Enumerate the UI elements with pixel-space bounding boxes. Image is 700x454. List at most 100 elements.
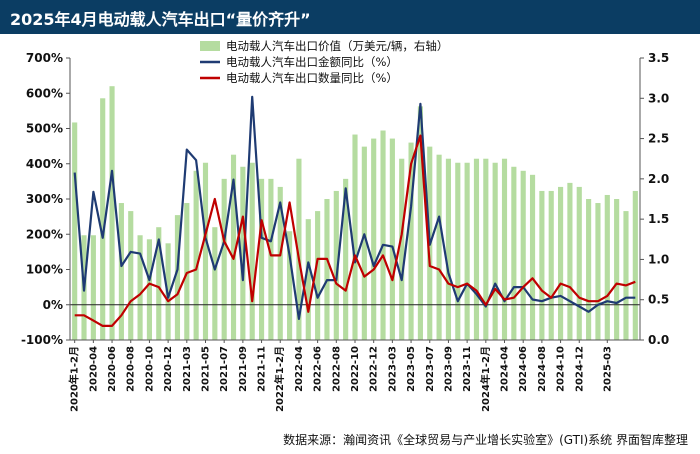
x-tick-label: 2020-06 (107, 346, 118, 392)
line-series (73, 95, 636, 327)
bar (417, 106, 423, 340)
x-tick-label: 2021-09 (238, 346, 249, 392)
amount-yoy-line (73, 95, 636, 320)
legend-label: 电动载人汽车出口数量同比（%） (226, 71, 398, 85)
bar (268, 178, 274, 340)
bar (492, 162, 498, 340)
bar (595, 203, 601, 340)
bar (604, 194, 610, 340)
bar (389, 138, 395, 340)
x-tick-label: 2024年1-2月 (479, 346, 492, 412)
bar (399, 158, 405, 340)
x-tick-label: 2022-04 (294, 346, 305, 392)
bar (212, 227, 218, 340)
bar (455, 162, 461, 340)
bar (277, 186, 283, 340)
bar (511, 166, 517, 340)
x-tick-label: 2023-07 (425, 346, 436, 392)
bar (72, 122, 78, 340)
bar (501, 158, 508, 340)
x-tick-label: 2025-03 (602, 346, 613, 392)
x-tick-label: 2022年1-2月 (273, 346, 286, 412)
legend-label: 电动载人汽车出口价值（万美元/辆，右轴） (226, 39, 448, 53)
bar (324, 199, 330, 340)
bar (174, 215, 181, 340)
x-tick-label: 2024-08 (537, 346, 548, 392)
x-tick-label: 2022-08 (331, 346, 342, 392)
legend: 电动载人汽车出口价值（万美元/辆，右轴） 电动载人汽车出口金额同比（%） 电动载人汽… (200, 39, 448, 85)
x-tick-label: 2022-12 (369, 346, 380, 392)
bar (361, 146, 367, 340)
quantity-yoy-line (74, 134, 636, 327)
bar (473, 158, 480, 340)
legend-swatch-bar (200, 41, 220, 51)
left-tick-label: 400% (26, 157, 63, 171)
bar (230, 154, 237, 340)
bar (249, 162, 255, 340)
bar (371, 138, 377, 340)
bar (586, 199, 592, 340)
x-tick-label: 2023-05 (406, 346, 417, 392)
left-tick-label: 100% (26, 263, 63, 277)
x-tick-label: 2024-06 (518, 346, 529, 392)
bar (343, 178, 349, 340)
bar (202, 162, 209, 340)
bar (137, 235, 143, 340)
left-tick-label: 200% (26, 227, 63, 241)
bar (109, 86, 115, 340)
x-tick-label: 2023-09 (443, 346, 454, 392)
bar (567, 182, 573, 340)
bar-series (72, 86, 638, 341)
right-tick-label: 1.0 (648, 252, 669, 266)
bar (333, 190, 339, 340)
right-tick-label: 0.0 (648, 333, 669, 347)
bar (118, 203, 124, 340)
bar (464, 162, 470, 340)
bar (576, 186, 582, 340)
bar (240, 166, 246, 340)
x-tick-label: 2023-11 (462, 346, 473, 392)
left-tick-label: 700% (26, 51, 63, 65)
bar (258, 178, 265, 340)
bar (614, 199, 620, 340)
bar (184, 203, 190, 340)
x-tick-label: 2022-06 (313, 346, 324, 392)
right-tick-label: 0.5 (648, 293, 669, 307)
x-tick-label: 2020-08 (126, 346, 137, 392)
right-tick-label: 2.0 (648, 172, 669, 186)
bar (156, 227, 162, 340)
legend-label: 电动载人汽车出口金额同比（%） (226, 55, 398, 69)
bar (352, 134, 358, 340)
bar (193, 170, 199, 340)
bar (558, 186, 564, 340)
left-tick-label: 600% (26, 86, 63, 100)
bar (305, 219, 311, 340)
left-tick-label: 0% (43, 298, 63, 312)
bar (539, 190, 545, 340)
bar (623, 211, 629, 340)
title-bar: 2025年4月电动载人汽车出口“量价齐升” (0, 0, 700, 34)
source-note: 数据来源：瀚闻资讯《全球贸易与产业增长实验室》(GTI)系统 界面智库整理 (283, 433, 688, 447)
x-tick-label: 2024-10 (556, 346, 567, 392)
x-tick-label: 2023-03 (387, 346, 398, 392)
chart-title: 2025年4月电动载人汽车出口“量价齐升” (10, 10, 311, 29)
bar (221, 178, 227, 340)
right-tick-label: 3.0 (648, 91, 669, 105)
x-tick-label: 2021-11 (257, 346, 268, 392)
bar (100, 98, 106, 341)
x-tick-label: 2020-10 (144, 346, 155, 392)
x-tick-label: 2021-03 (182, 346, 193, 392)
x-tick-label: 2021-07 (219, 346, 230, 392)
right-tick-label: 3.5 (648, 51, 669, 65)
right-tick-label: 2.5 (648, 132, 669, 146)
x-tick-label: 2024-12 (574, 346, 585, 392)
bar (90, 235, 96, 340)
bar (436, 154, 442, 340)
bar (520, 170, 526, 340)
bar (296, 158, 302, 340)
bar (146, 239, 152, 340)
x-tick-label: 2022-10 (350, 346, 361, 392)
left-tick-label: 300% (26, 192, 63, 206)
right-tick-label: 1.5 (648, 212, 669, 226)
